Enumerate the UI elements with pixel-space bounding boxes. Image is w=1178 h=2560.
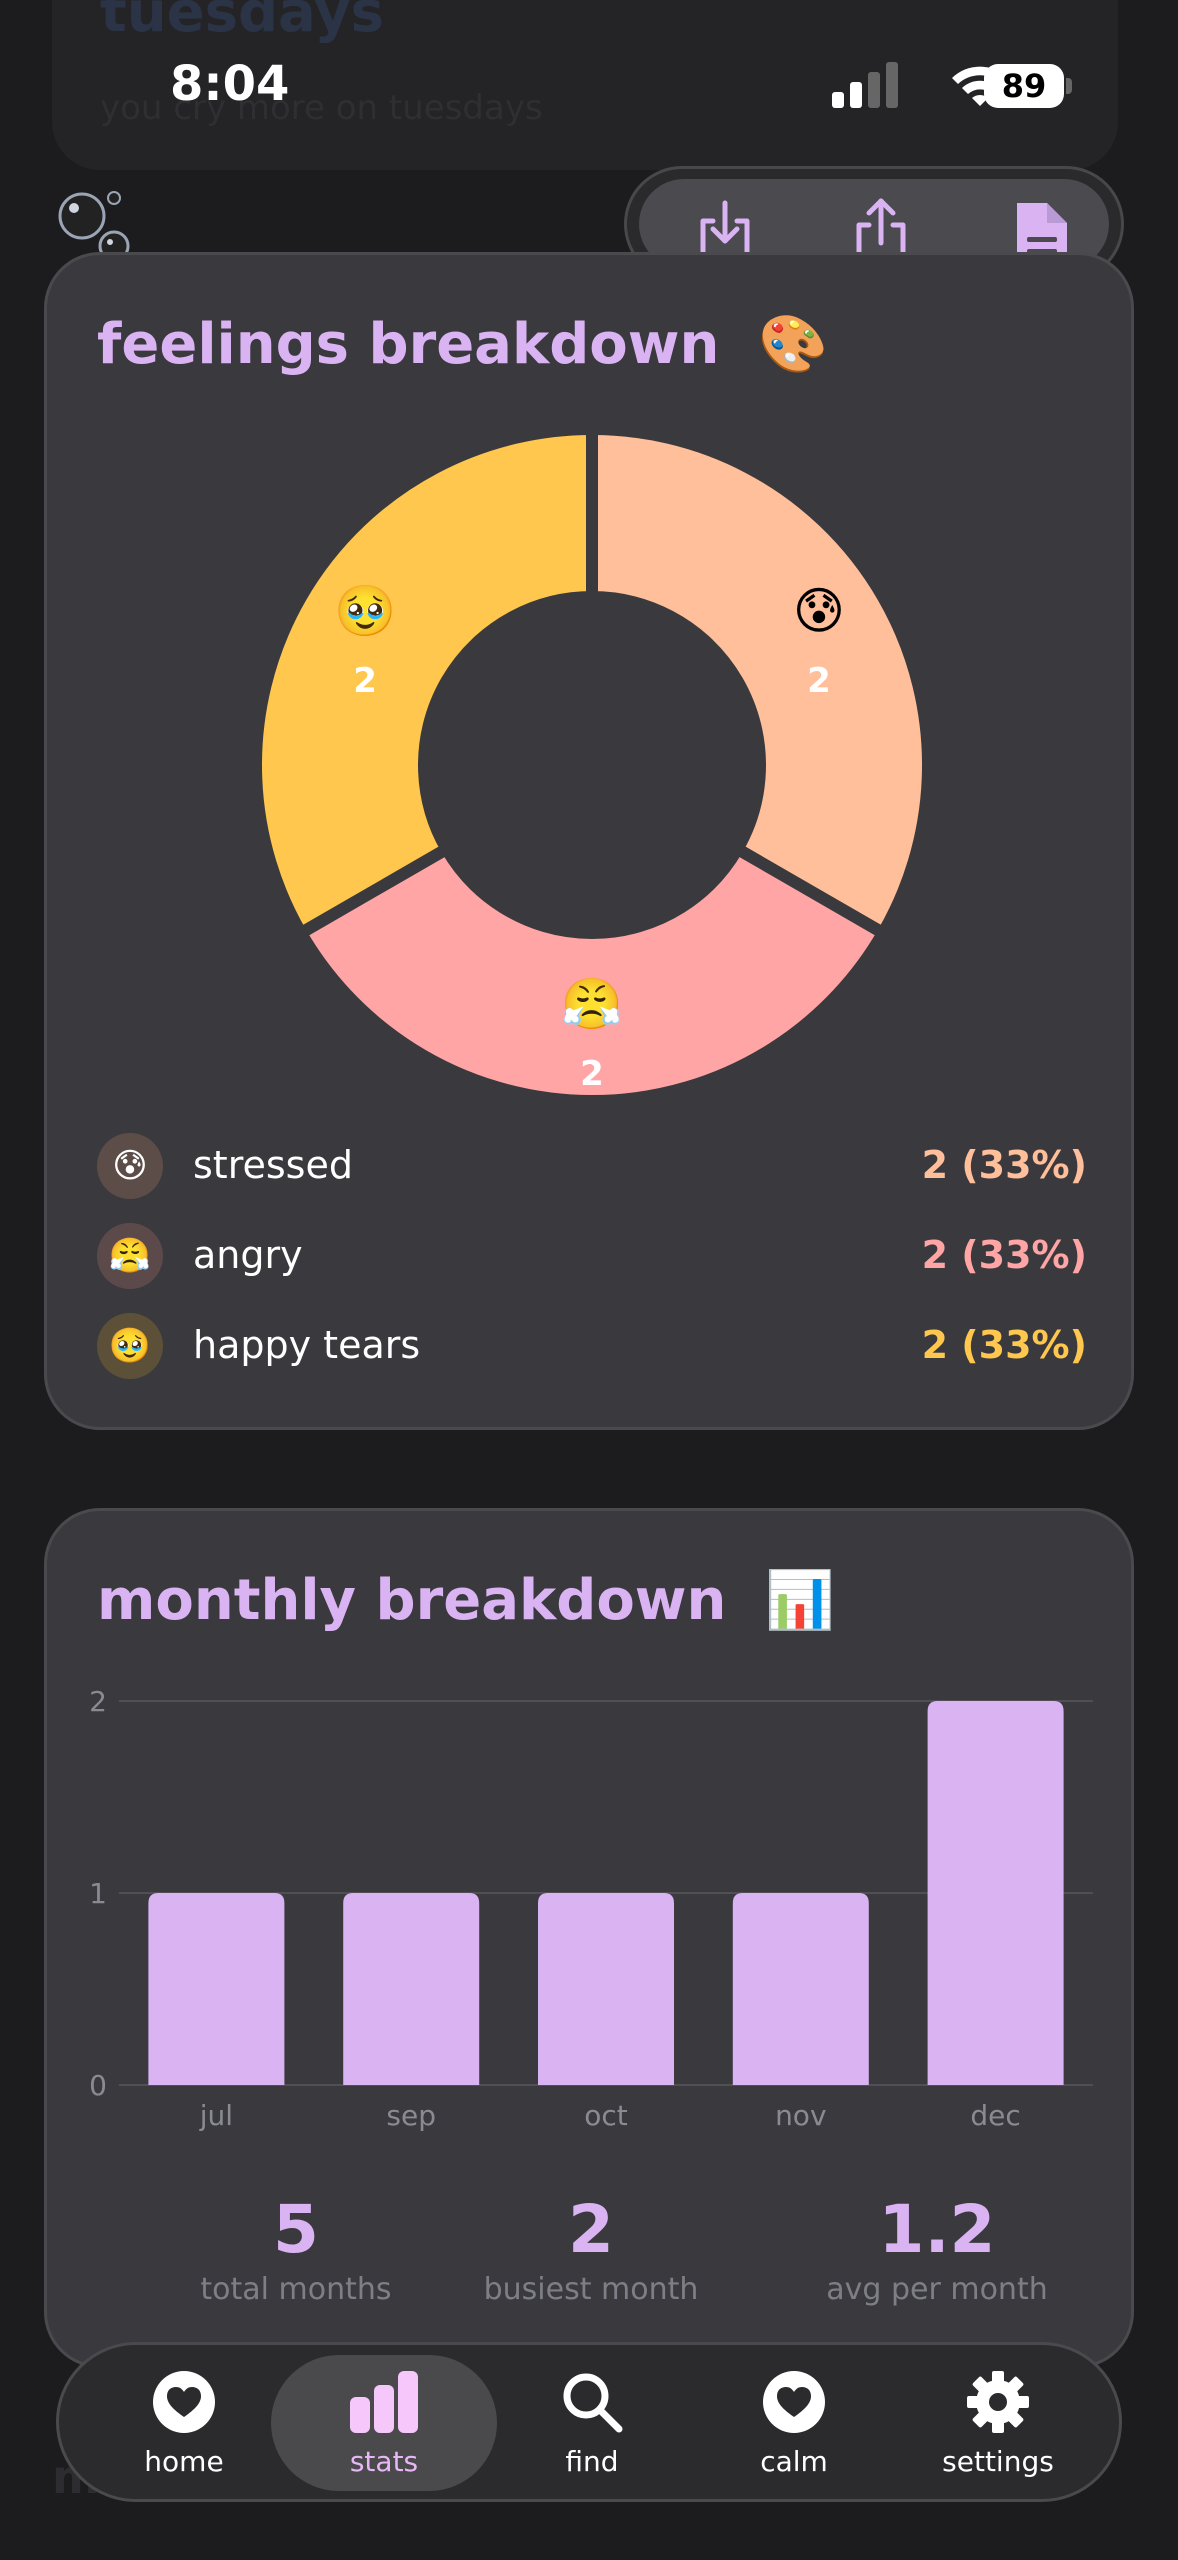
stat-label: avg per month	[826, 2272, 1048, 2307]
nav-label: stats	[349, 2445, 419, 2478]
legend-label: stressed	[193, 1143, 353, 1187]
feelings-title: feelings breakdown 🎨	[97, 312, 829, 377]
slice-emoji: 😰	[793, 582, 845, 640]
heart-icon	[153, 2371, 215, 2433]
nav-stats[interactable]: stats	[299, 2369, 469, 2478]
legend-value: 2 (33%)	[921, 1143, 1087, 1187]
nav-settings[interactable]: settings	[913, 2369, 1083, 2478]
gear-icon	[967, 2371, 1029, 2433]
nav-calm[interactable]: calm	[709, 2369, 879, 2478]
feelings-card: feelings breakdown 🎨 😰 2 😤 2 🥹 2 😰 stressed 2…	[44, 252, 1134, 1430]
heart-icon	[763, 2371, 825, 2433]
bar-nov[interactable]	[732, 1893, 869, 2085]
bar-dec[interactable]	[927, 1701, 1064, 2085]
stat-value: 2	[568, 2191, 614, 2268]
nav-label: settings	[942, 2445, 1054, 2478]
slice-emoji: 😤	[561, 975, 623, 1033]
legend-label: happy tears	[193, 1323, 421, 1367]
bottom-nav: home stats find calm	[56, 2342, 1122, 2502]
bar-chart-emoji-icon: 📊	[765, 1568, 836, 1633]
background-card-subtitle: you cry more on tuesdays	[100, 88, 543, 128]
monthly-card: monthly breakdown 📊 0 1 2 jul sep oct nov dec 5…	[44, 1508, 1134, 2368]
legend-label: angry	[193, 1233, 303, 1277]
donut-slice-stressed[interactable]	[586, 422, 934, 942]
slice-count: 2	[580, 1054, 604, 1094]
stat-avg-per-month: 1.2 avg per month	[767, 2191, 1107, 2307]
legend-item-angry[interactable]: 😤 angry 2 (33%)	[97, 1223, 1087, 1293]
stat-busiest-month: 2 busiest month	[421, 2191, 761, 2307]
legend-dot: 😤	[97, 1223, 163, 1289]
battery-indicator: 89	[984, 64, 1064, 108]
background-card-title: tuesdays	[100, 0, 384, 45]
search-icon	[563, 2373, 623, 2433]
x-tick-label: oct	[584, 2099, 628, 2132]
palette-icon: 🎨	[758, 312, 829, 377]
x-tick-label: jul	[199, 2099, 233, 2132]
y-tick-label: 1	[89, 1877, 107, 1910]
monthly-bar-chart: 0 1 2 jul sep oct nov dec	[89, 1685, 1093, 2132]
nav-home[interactable]: home	[99, 2369, 269, 2478]
donut-slice-angry[interactable]	[292, 840, 892, 1107]
slice-emoji: 🥹	[334, 582, 396, 640]
stat-value: 1.2	[878, 2191, 996, 2268]
legend-value: 2 (33%)	[921, 1233, 1087, 1277]
status-time: 8:04	[170, 56, 290, 112]
stat-label: total months	[200, 2272, 392, 2307]
nav-find[interactable]: find	[507, 2369, 677, 2478]
y-tick-label: 2	[89, 1685, 107, 1718]
bar-sep[interactable]	[343, 1893, 480, 2085]
bar-oct[interactable]	[538, 1893, 674, 2085]
x-tick-label: sep	[386, 2099, 436, 2132]
bubbles-icon	[58, 191, 130, 262]
bar-jul[interactable]	[148, 1893, 285, 2085]
donut-slice-happy-tears[interactable]	[250, 422, 598, 942]
background-card	[52, 0, 1118, 170]
feelings-donut-chart: 😰 2 😤 2 🥹 2	[250, 422, 934, 1107]
legend-item-stressed[interactable]: 😰 stressed 2 (33%)	[97, 1133, 1087, 1203]
x-tick-label: dec	[970, 2099, 1020, 2132]
x-tick-label: nov	[775, 2099, 826, 2132]
slice-count: 2	[353, 661, 377, 701]
stat-total-months: 5 total months	[126, 2191, 466, 2307]
stat-value: 5	[273, 2191, 319, 2268]
slice-count: 2	[807, 661, 831, 701]
legend-value: 2 (33%)	[921, 1323, 1087, 1367]
bar-chart-icon	[350, 2371, 418, 2433]
y-tick-label: 0	[89, 2069, 107, 2102]
nav-label: find	[565, 2445, 619, 2478]
legend-dot: 😰	[97, 1133, 163, 1199]
stat-label: busiest month	[483, 2272, 699, 2307]
monthly-title: monthly breakdown 📊	[97, 1568, 836, 1633]
legend-dot: 🥹	[97, 1313, 163, 1379]
nav-label: home	[144, 2445, 224, 2478]
legend-item-happy-tears[interactable]: 🥹 happy tears 2 (33%)	[97, 1313, 1087, 1383]
nav-label: calm	[760, 2445, 828, 2478]
battery-cap	[1066, 78, 1072, 94]
